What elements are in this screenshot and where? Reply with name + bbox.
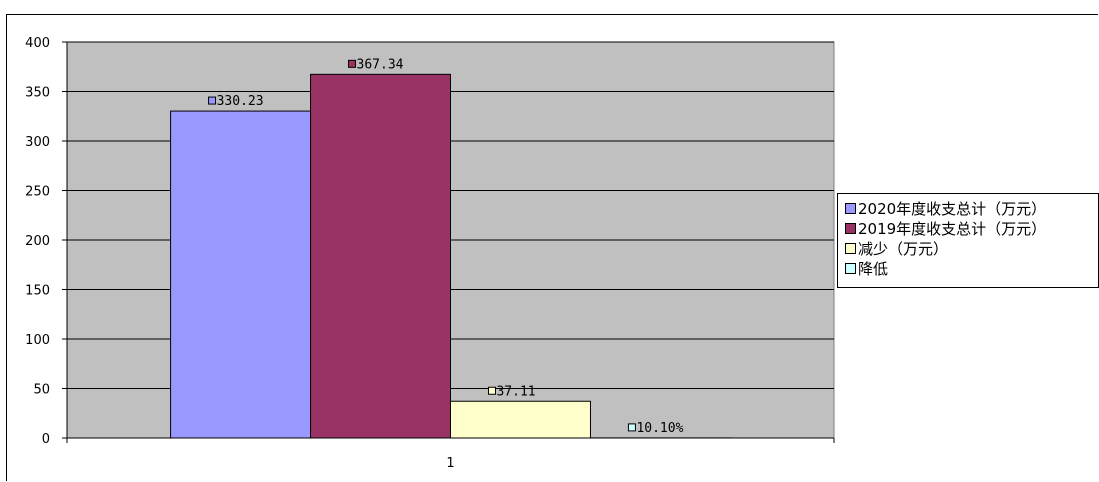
legend-item: 降低 [845, 258, 1098, 278]
legend-label: 减少（万元） [858, 239, 949, 258]
bar [450, 400, 591, 439]
data-label-swatch [348, 59, 357, 68]
y-tick-label: 350 [25, 86, 50, 101]
legend-label: 2020年度收支总计（万元） [858, 199, 1047, 218]
data-labels: 330.23 367.34 37.11 10.10% [208, 57, 684, 436]
y-tick-label: 50 [33, 383, 50, 398]
data-label-swatch [208, 96, 217, 105]
data-label: 330.23 [217, 94, 264, 109]
y-tick-label: 0 [42, 432, 50, 447]
y-tick-label: 400 [25, 36, 50, 51]
legend-label: 降低 [858, 259, 889, 278]
legend-swatch [845, 222, 856, 234]
legend-item: 减少（万元） [845, 238, 1098, 258]
y-tick-label: 150 [25, 284, 50, 299]
legend: 2020年度收支总计（万元） 2019年度收支总计（万元） 减少（万元） 降低 [837, 193, 1099, 288]
data-label: 367.34 [357, 57, 404, 72]
bar [310, 73, 452, 439]
bar [170, 110, 312, 439]
legend-item: 2020年度收支总计（万元） [845, 198, 1098, 218]
data-label-swatch [487, 386, 496, 395]
y-tick-label: 250 [25, 185, 50, 200]
data-label: 10.10% [636, 421, 683, 436]
y-tick-label: 300 [25, 135, 50, 150]
data-label-swatch [627, 423, 636, 432]
legend-swatch [845, 242, 856, 254]
legend-swatch [845, 262, 856, 274]
x-tick-label: 1 [446, 456, 454, 471]
legend-swatch [845, 202, 856, 214]
chart-frame [6, 14, 1098, 481]
y-tick-label: 200 [25, 234, 50, 249]
y-tick-label: 100 [25, 333, 50, 348]
legend-label: 2019年度收支总计（万元） [858, 219, 1047, 238]
data-label: 37.11 [496, 384, 535, 399]
bars [170, 73, 731, 439]
legend-item: 2019年度收支总计（万元） [845, 218, 1098, 238]
